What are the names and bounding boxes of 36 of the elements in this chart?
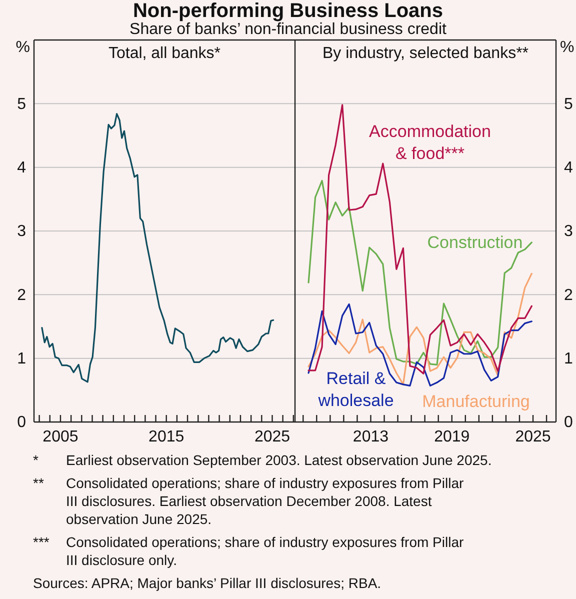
x-tick-label: 2025 [515, 428, 551, 446]
y-tick-label: 5 [564, 96, 573, 113]
series-label: Retail & wholesale [317, 369, 394, 410]
x-tick-label: 2013 [352, 428, 389, 446]
y-tick-label: 4 [564, 159, 573, 176]
y-tick-label: 3 [564, 223, 573, 240]
series-label: Accommodation & food*** [369, 122, 491, 163]
text: Non-performing Business Loans [132, 0, 444, 22]
y-tick-label: 4 [17, 159, 26, 176]
y-tick-label: 5 [17, 96, 26, 113]
series-label: Construction [427, 233, 523, 252]
source-note: Sources: APRA; Major banks’ Pillar III disclosures; RBA. [33, 575, 382, 591]
y-tick-label: 0 [564, 414, 573, 432]
series-label: Manufacturing [422, 392, 530, 411]
y-tick-label: 1 [564, 350, 573, 368]
line-series [41, 113, 274, 383]
y-tick-label: 3 [17, 223, 26, 240]
line-series [308, 303, 532, 387]
x-tick-label: 2015 [148, 428, 184, 446]
line-series [308, 272, 532, 386]
y-tick-label: 2 [17, 286, 26, 304]
line-series [308, 180, 532, 366]
y-axis-title: % [560, 39, 574, 56]
text: ** Consolidated operations; share of industry exposures from Pillar III disclosures. Earliest observation December 2008. Latest observation June 2025. [33, 475, 464, 527]
y-axis-title: % [16, 39, 30, 56]
x-tick-label: 2025 [254, 428, 290, 446]
x-tick-label: 2005 [42, 428, 78, 446]
text: * Earliest observation September 2003. Latest observation June 2025. [33, 452, 492, 468]
text: Share of banks’ non-financial business credit [130, 21, 448, 38]
y-tick-label: 2 [564, 286, 573, 304]
y-tick-label: 1 [17, 350, 26, 368]
x-tick-label: 2019 [434, 428, 470, 446]
chart-title: By industry, selected banks** [322, 45, 529, 62]
text: *** Consolidated operations; share of industry exposures from Pillar III disclosure only. [33, 534, 464, 568]
y-tick-label: 0 [17, 414, 26, 432]
chart-title: Total, all banks* [108, 45, 221, 62]
